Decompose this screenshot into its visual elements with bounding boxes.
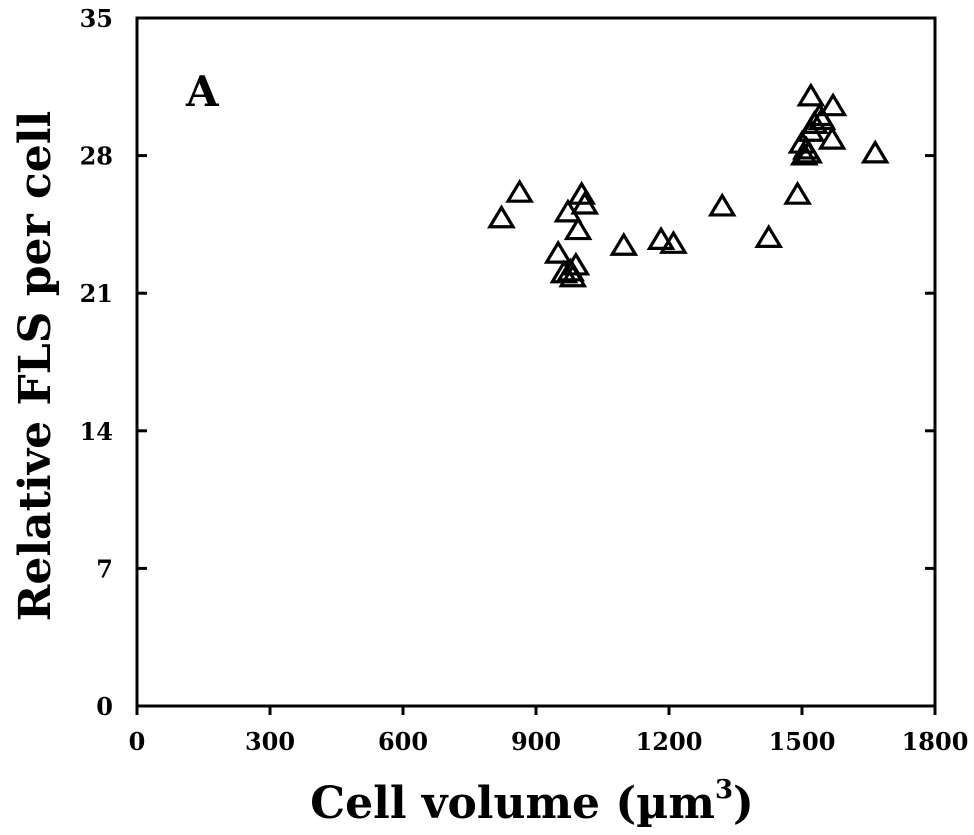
x-tick-label: 600: [378, 727, 428, 756]
axis-ticks: [135, 16, 937, 715]
data-point-triangle: [609, 231, 639, 256]
x-axis-title-superscript: 3: [715, 775, 733, 805]
data-point-triangle: [505, 178, 534, 203]
data-point-triangle: [563, 216, 593, 241]
x-axis-title-main: Cell volume (µm: [310, 778, 715, 829]
data-point-triangle: [487, 204, 516, 229]
y-axis-title: Relative FLS per cell: [10, 111, 61, 621]
data-point-triangle: [707, 192, 737, 217]
panel-label: A: [185, 67, 220, 116]
data-point-triangle: [646, 226, 676, 250]
data-point-triangle: [558, 263, 588, 288]
x-axis-title-close: ): [733, 778, 754, 829]
x-tick-label: 1200: [636, 727, 703, 756]
y-tick-label: 28: [80, 142, 113, 171]
y-tick-label: 35: [80, 4, 113, 33]
x-tick-labels: 0 300 600 900 1200 1500 1800: [129, 727, 969, 756]
data-point-triangle: [860, 139, 890, 164]
data-point-triangle: [567, 180, 597, 205]
data-point-triangle: [818, 92, 848, 117]
y-tick-label: 7: [96, 554, 113, 583]
data-point-triangle: [561, 251, 591, 276]
y-tick-label: 14: [80, 417, 113, 446]
y-tick-labels: 0 7 14 21 28 35: [80, 4, 113, 721]
x-tick-label: 1500: [769, 727, 836, 756]
data-point-triangle: [794, 139, 824, 164]
y-tick-label: 21: [80, 279, 113, 308]
x-tick-label: 1800: [902, 727, 969, 756]
x-axis-title: Cell volume (µm3): [310, 775, 754, 829]
data-point-triangle: [659, 229, 688, 254]
x-tick-label: 300: [245, 727, 295, 756]
data-point-triangle: [807, 106, 837, 131]
y-tick-label: 0: [96, 692, 113, 721]
data-point-triangle: [754, 224, 784, 249]
data-point-triangle: [570, 190, 600, 215]
data-point-triangle: [783, 180, 812, 205]
data-point-triangle: [543, 239, 573, 264]
x-tick-label: 900: [511, 727, 561, 756]
data-point-triangle: [817, 125, 847, 150]
data-point-triangle: [796, 82, 826, 107]
x-tick-label: 0: [129, 727, 146, 756]
data-points: [487, 82, 890, 288]
